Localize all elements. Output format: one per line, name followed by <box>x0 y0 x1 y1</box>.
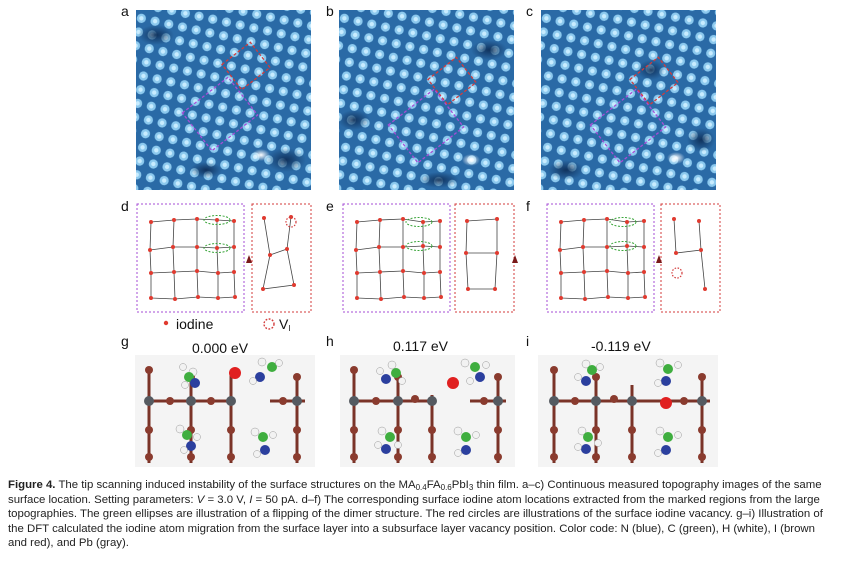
iodine-lattice-f <box>546 203 721 313</box>
legend-iodine-label: iodine <box>176 316 214 332</box>
panel-label-b: b <box>326 3 334 19</box>
legend-vacancy-label: VI <box>279 316 291 333</box>
iodine-lattice-e <box>342 203 518 313</box>
panel-label-a: a <box>121 3 129 19</box>
panel-label-i: i <box>526 333 530 349</box>
energy-label-i: -0.119 eV <box>591 338 651 354</box>
iodine-legend-dot <box>163 320 169 326</box>
dft-structure-h <box>340 355 515 467</box>
stm-topography-c <box>541 10 716 190</box>
panel-label-c: c <box>526 3 533 19</box>
dft-structure-i <box>538 355 718 467</box>
dft-structure-g <box>135 355 315 467</box>
stm-topography-a <box>136 10 311 190</box>
energy-label-h: 0.117 eV <box>393 338 449 354</box>
stm-topography-b <box>339 10 514 190</box>
figure-label: Figure 4. <box>8 479 56 491</box>
panel-label-e: e <box>326 198 334 214</box>
vacancy-legend-circle <box>263 318 275 330</box>
panel-label-h: h <box>326 333 334 349</box>
energy-label-g: 0.000 eV <box>192 340 249 356</box>
iodine-lattice-d <box>136 203 312 313</box>
figure-caption: Figure 4. The tip scanning induced insta… <box>8 479 823 550</box>
panel-label-d: d <box>121 198 129 214</box>
panel-label-g: g <box>121 333 129 349</box>
panel-label-f: f <box>526 198 530 214</box>
